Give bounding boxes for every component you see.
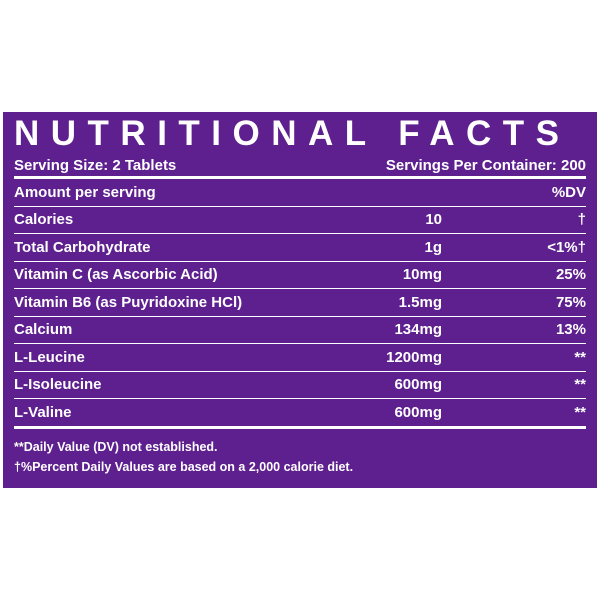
nutrient-row: Vitamin B6 (as Puyridoxine HCl) 1.5mg 75% [14, 289, 586, 317]
nutrient-row: L-Leucine 1200mg ** [14, 344, 586, 372]
nutrient-amount: 600mg [394, 403, 442, 421]
footnote: **Daily Value (DV) not established. [14, 439, 218, 454]
nutrition-panel: NUTRITIONAL FACTS Serving Size: 2 Tablet… [3, 112, 597, 488]
nutrient-name: Calcium [14, 321, 73, 339]
nutrient-name: Vitamin B6 (as Puyridoxine HCl) [14, 293, 243, 311]
header-dv: %DV [551, 183, 586, 201]
nutrient-rows: Calories 10 † Total Carbohydrate 1g <1%† Vitam… [14, 207, 586, 429]
nutrient-dv: ** [574, 403, 586, 421]
nutrient-amount: 600mg [394, 376, 442, 394]
nutrient-dv: 13% [555, 321, 586, 339]
nutrient-row: Calcium 134mg 13% [14, 317, 586, 344]
nutrient-row: L-Valine 600mg ** [14, 399, 586, 429]
nutrient-name: L-Valine [14, 403, 72, 421]
footnote: †%Percent Daily Values are based on a 2,… [14, 459, 354, 474]
nutrient-name: Vitamin C (as Ascorbic Acid) [14, 266, 218, 284]
nutrient-row: Calories 10 † [14, 207, 586, 234]
label-title: NUTRITIONAL FACTS [14, 114, 571, 153]
nutrient-amount: 1.5mg [398, 293, 442, 311]
nutrient-name: L-Isoleucine [14, 376, 102, 394]
footnotes: **Daily Value (DV) not established. †%Per… [14, 429, 586, 477]
nutrient-dv: ** [574, 348, 586, 366]
nutrient-dv: <1%† [547, 238, 586, 256]
nutrient-amount: 1200mg [386, 348, 442, 366]
nutrient-name: L-Leucine [14, 348, 85, 366]
nutrient-dv: 75% [555, 293, 586, 311]
nutrient-amount: 10 [425, 211, 442, 229]
nutrient-dv: † [577, 211, 586, 229]
nutrient-dv: ** [574, 376, 586, 394]
nutrient-amount: 1g [424, 238, 442, 256]
nutrient-name: Total Carbohydrate [14, 238, 151, 256]
nutrient-row: L-Isoleucine 600mg ** [14, 372, 586, 399]
nutrient-amount: 10mg [402, 266, 442, 284]
header-name: Amount per serving [14, 183, 156, 201]
nutrient-amount: 134mg [394, 321, 442, 339]
header-row: Amount per serving %DV [14, 179, 586, 207]
nutrient-name: Calories [14, 211, 74, 229]
nutrient-row: Vitamin C (as Ascorbic Acid) 10mg 25% [14, 262, 586, 289]
servings-per-container: Servings Per Container: 200 [385, 156, 586, 174]
nutrient-row: Total Carbohydrate 1g <1%† [14, 234, 586, 262]
serving-row: Serving Size: 2 Tablets Servings Per Con… [14, 154, 586, 179]
serving-size: Serving Size: 2 Tablets [14, 156, 177, 174]
nutrient-dv: 25% [555, 266, 586, 284]
